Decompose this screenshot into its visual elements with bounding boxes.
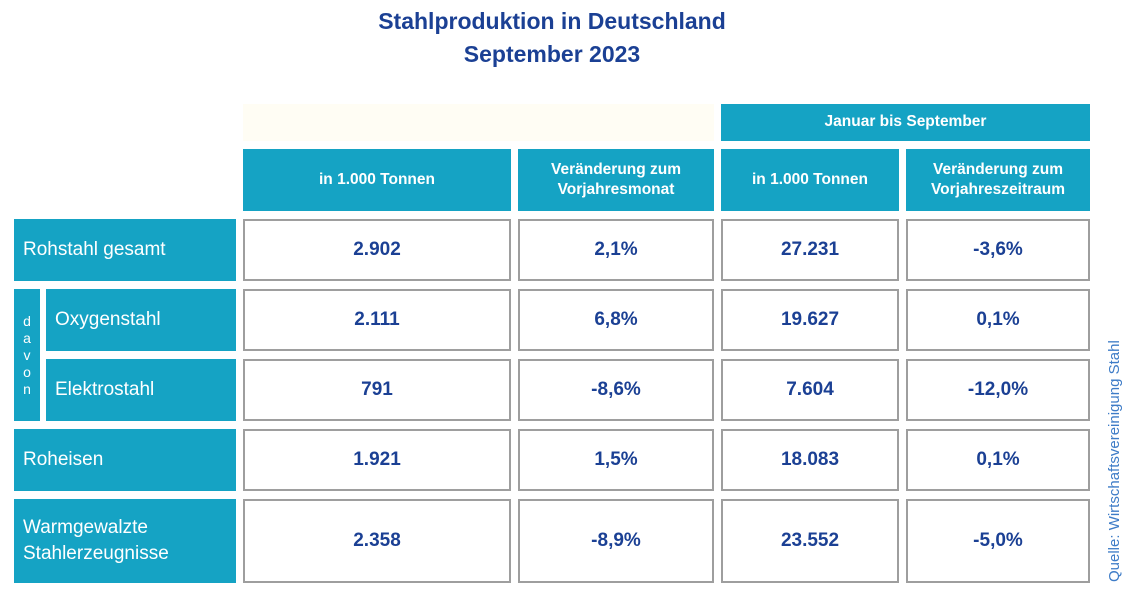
cell-oxygenstahl-change-month: 6,8% [518,289,714,351]
cell-rohstahl-change-period: -3,6% [906,219,1090,281]
cell-rohstahl-tonnen-period: 27.231 [721,219,899,281]
row-label-warmgewalzte-stahlerzeugnisse: Warmgewalzte Stahlerzeugnisse [14,499,236,583]
page-title: Stahlproduktion in Deutschland September… [14,5,1090,71]
column-header-change-month: Veränderung zum Vorjahresmonat [518,149,714,211]
source-caption: Quelle: Wirtschaftsvereinigung Stahl [1106,340,1123,582]
cell-warmgewalzte-tonnen-period: 23.552 [721,499,899,583]
row-label-oxygenstahl: Oxygenstahl [46,289,236,351]
cell-roheisen-tonnen-period: 18.083 [721,429,899,491]
column-header-tonnen-month: in 1.000 Tonnen [243,149,511,211]
cell-oxygenstahl-change-period: 0,1% [906,289,1090,351]
cell-elektrostahl-change-month: -8,6% [518,359,714,421]
column-header-change-period: Veränderung zum Vorjahreszeitraum [906,149,1090,211]
cell-elektrostahl-tonnen-period: 7.604 [721,359,899,421]
cell-oxygenstahl-tonnen-period: 19.627 [721,289,899,351]
cell-warmgewalzte-tonnen-month: 2.358 [243,499,511,583]
cell-roheisen-change-month: 1,5% [518,429,714,491]
cell-warmgewalzte-change-month: -8,9% [518,499,714,583]
cell-elektrostahl-change-period: -12,0% [906,359,1090,421]
title-line-2: September 2023 [463,41,641,67]
row-label-roheisen: Roheisen [14,429,236,491]
cell-roheisen-change-period: 0,1% [906,429,1090,491]
row-label-elektrostahl: Elektrostahl [46,359,236,421]
steel-production-table: Januar bis September in 1.000 Tonnen Ver… [14,104,1090,583]
cell-warmgewalzte-change-period: -5,0% [906,499,1090,583]
row-label-rohstahl-gesamt: Rohstahl gesamt [14,219,236,281]
cell-elektrostahl-tonnen-month: 791 [243,359,511,421]
title-line-1: Stahlproduktion in Deutschland [378,8,726,34]
cell-rohstahl-change-month: 2,1% [518,219,714,281]
group-label-davon: davon [14,289,40,421]
empty-header-cell [243,104,714,141]
cell-rohstahl-tonnen-month: 2.902 [243,219,511,281]
cell-roheisen-tonnen-month: 1.921 [243,429,511,491]
column-header-tonnen-period: in 1.000 Tonnen [721,149,899,211]
cell-oxygenstahl-tonnen-month: 2.111 [243,289,511,351]
column-group-header-januar-bis-september: Januar bis September [721,104,1090,141]
